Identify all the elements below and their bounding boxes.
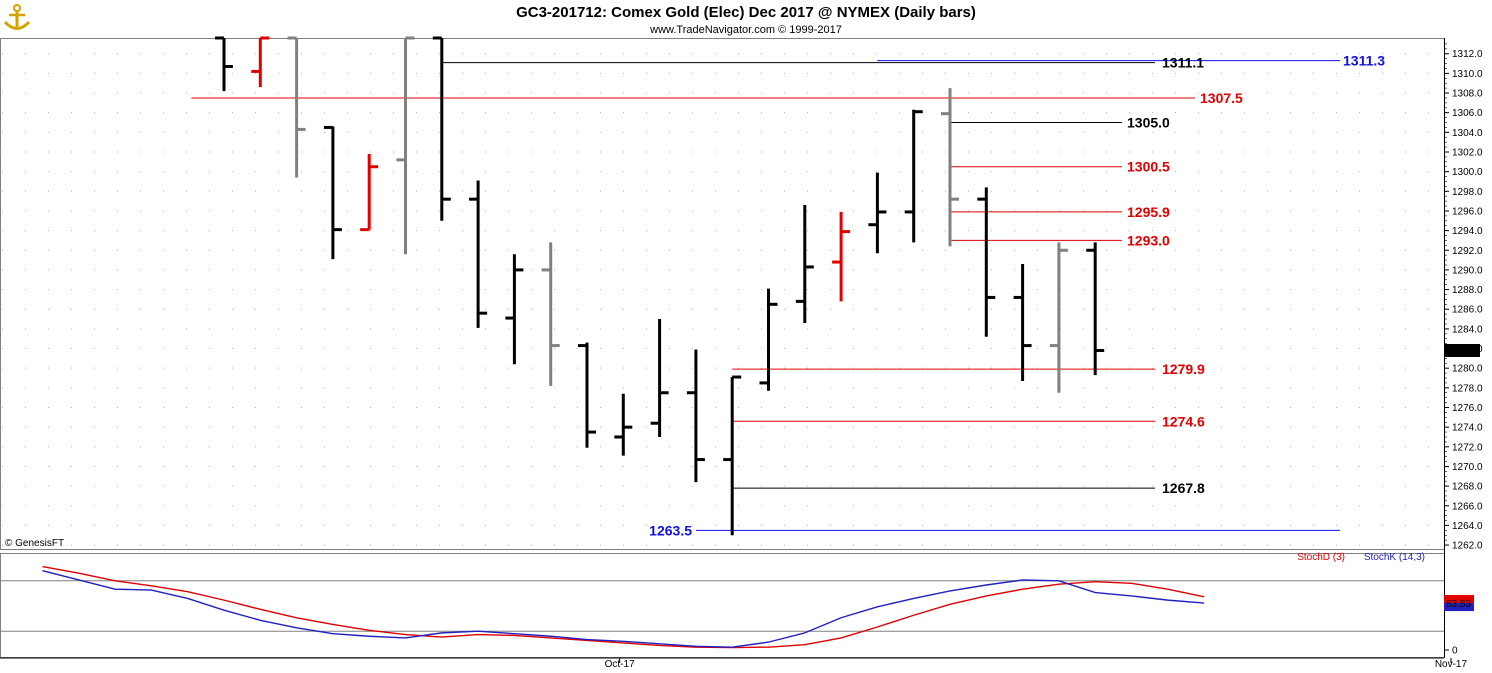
ohlc-bar [832,211,851,302]
x-tick-label: Oct-17 [605,659,635,670]
y-tick-label: 1284.0 [1452,324,1483,335]
y-tick-label: 1278.0 [1452,383,1483,394]
x-axis: Oct-17 Nov-17 [0,657,1468,670]
y-tick-label: 1300.0 [1452,167,1483,178]
y-tick-label: 1306.0 [1452,108,1483,119]
stoch-value-marker: 53.53 [1444,595,1474,612]
level-label: 1279.9 [1162,361,1205,377]
stoch-value-label: 53.53 [1446,599,1471,610]
stoch-tick-label: 0 [1452,646,1458,657]
last-price-label: 1281.8 [1446,346,1477,357]
y-tick-label: 1298.0 [1452,187,1483,198]
ohlc-bar [541,242,560,386]
stoch-series-line [42,565,1205,649]
y-tick-label: 1286.0 [1452,305,1483,316]
level-label: 1305.0 [1127,115,1170,131]
y-tick-label: 1272.0 [1452,442,1483,453]
level-label: 1267.8 [1162,480,1205,496]
price-bars [215,36,1105,536]
ohlc-bar [795,205,814,323]
y-tick-label: 1288.0 [1452,285,1483,296]
y-tick-label: 1280.0 [1452,364,1483,375]
y-tick-label: 1264.0 [1452,521,1483,532]
y-tick-label: 1274.0 [1452,423,1483,434]
stoch-axis: 0 [1444,646,1458,657]
ohlc-bar [941,88,959,247]
y-tick-label: 1290.0 [1452,265,1483,276]
level-label: 1311.1 [1162,55,1204,71]
ohlc-bar [904,109,923,243]
level-label: 1263.5 [649,522,692,538]
ohlc-bar [323,125,342,260]
level-label: 1307.5 [1200,90,1243,106]
credit-text: © GenesisFT [5,538,64,549]
y-tick-label: 1302.0 [1452,147,1483,158]
stoch-d-legend: StochD (3) [1297,552,1345,563]
y-tick-label: 1266.0 [1452,501,1483,512]
ohlc-bar [614,393,633,456]
ohlc-bar [432,36,451,221]
y-tick-label: 1268.0 [1452,482,1483,493]
stoch-series-line [42,570,1205,648]
ohlc-bar [469,180,488,328]
y-tick-label: 1276.0 [1452,403,1483,414]
level-label: 1274.6 [1162,413,1205,429]
level-label: 1311.3 [1343,53,1385,69]
y-tick-label: 1296.0 [1452,206,1483,217]
ohlc-bar [1086,242,1105,376]
ohlc-bar [686,349,705,483]
stoch-grid [1,580,1444,632]
ohlc-bar [1013,264,1032,381]
x-tick-label: Nov-17 [1435,659,1468,670]
ohlc-bar [287,36,306,178]
last-price-marker: 1281.8 [1444,343,1480,357]
ohlc-bar [505,254,524,365]
chart-title: GC3-201712: Comex Gold (Elec) Dec 2017 @… [516,4,976,21]
ohlc-bar [759,288,778,391]
ohlc-bar [578,342,596,448]
y-tick-label: 1308.0 [1452,89,1483,100]
ohlc-bar [650,319,669,437]
ohlc-bar [251,36,270,88]
level-label: 1295.9 [1127,204,1170,220]
ohlc-bar [723,375,742,536]
level-label: 1293.0 [1127,232,1170,248]
price-levels: 1311.3 1311.1 1307.5 1305.0 1300.5 1295.9 1293… [191,53,1385,538]
ohlc-bar [396,36,415,255]
ohlc-bar [868,172,887,254]
anchor-logo-icon [3,3,33,33]
stoch-k-legend: StochK (14,3) [1364,552,1425,563]
stoch-lines [42,565,1205,649]
y-tick-label: 1304.0 [1452,128,1483,139]
level-label: 1300.5 [1127,159,1170,175]
ohlc-bar [215,36,233,92]
chart-subtitle: www.TradeNavigator.com © 1999-2017 [649,24,842,36]
ohlc-bar [360,153,379,232]
y-tick-label: 1262.0 [1452,541,1483,552]
y-tick-label: 1310.0 [1452,69,1483,80]
ohlc-bar [1049,242,1068,393]
y-tick-label: 1294.0 [1452,226,1483,237]
y-tick-label: 1270.0 [1452,462,1483,473]
ohlc-bar [977,187,996,337]
y-tick-label: 1292.0 [1452,246,1483,257]
y-tick-label: 1312.0 [1452,49,1483,60]
